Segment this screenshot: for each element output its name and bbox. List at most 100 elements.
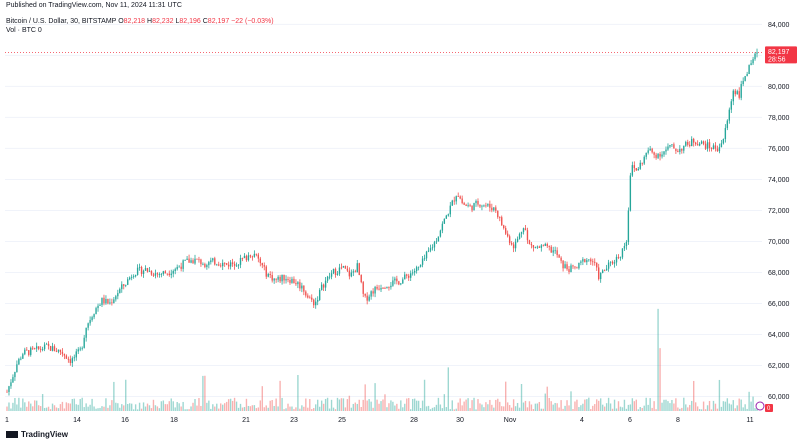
candle-body <box>410 273 412 278</box>
volume-badge <box>765 404 773 412</box>
volume-bar <box>677 407 679 411</box>
candle-body <box>481 205 483 207</box>
candle-body <box>237 264 240 266</box>
candle-body <box>663 151 665 155</box>
volume-bar <box>514 406 517 411</box>
volume-bar <box>485 402 487 411</box>
volume-bar <box>210 408 212 411</box>
candle-body <box>746 74 748 77</box>
volume-bar <box>67 403 70 411</box>
candle-body <box>471 205 473 211</box>
candle-body <box>182 260 184 269</box>
volume-bar <box>172 401 174 411</box>
candle-body <box>125 284 127 286</box>
candle-body <box>661 154 663 157</box>
price-tick-label: 60,000 <box>768 394 790 401</box>
candle-body <box>390 285 392 288</box>
candle-body <box>592 261 594 263</box>
volume-bar <box>518 407 521 411</box>
volume-bar <box>390 400 392 411</box>
volume-bar <box>275 398 277 411</box>
volume-legend: Vol · BTC 0 <box>6 27 42 34</box>
volume-bar <box>637 409 639 411</box>
volume-bar <box>694 402 697 411</box>
candle-body <box>491 207 493 211</box>
candle-body <box>639 162 641 169</box>
candle-body <box>681 148 683 151</box>
volume-bar <box>501 406 503 411</box>
candle-body <box>196 258 198 260</box>
volume-bar <box>627 404 630 411</box>
candle-body <box>136 267 139 275</box>
volume-bar <box>483 407 485 411</box>
candle-body <box>689 144 691 147</box>
candle-body <box>398 281 400 285</box>
time-tick-label: 1 <box>5 417 9 424</box>
volume-bar <box>738 398 740 411</box>
volume-bar <box>459 398 461 411</box>
candle-body <box>65 355 68 359</box>
candle-body <box>119 289 121 294</box>
volume-bar <box>499 401 501 411</box>
volume-bar <box>178 403 180 411</box>
volume-bar <box>712 400 715 411</box>
volume-bar <box>516 402 519 411</box>
high-value: 82,232 <box>152 18 174 25</box>
volume-bar <box>435 404 438 411</box>
candle-body <box>665 149 667 152</box>
candle-body <box>546 243 548 247</box>
candle-body <box>754 53 756 60</box>
candle-body <box>562 260 564 269</box>
volume-bar <box>160 401 163 411</box>
volume-bar <box>693 380 695 411</box>
candle-body <box>641 162 643 164</box>
candle-body <box>388 287 390 288</box>
candle-body <box>651 148 653 153</box>
candle-body <box>101 297 103 305</box>
volume-bar <box>202 375 204 411</box>
candle-body <box>12 377 14 383</box>
volume-bar <box>415 400 418 411</box>
volume-bar <box>59 404 62 411</box>
volume-bar <box>710 409 713 411</box>
candle-body <box>744 76 746 81</box>
volume-bar <box>348 395 351 411</box>
volume-bar <box>73 398 75 411</box>
candle-body <box>318 290 321 300</box>
volume-bar <box>20 407 22 411</box>
volume-bar <box>111 400 113 411</box>
candle-body <box>356 263 358 273</box>
candle-body <box>702 141 705 144</box>
volume-bar <box>433 407 436 411</box>
candle-body <box>97 305 99 309</box>
candle-body <box>93 314 95 318</box>
time-axis: 1 14 16 18 21 23 25 28 30 Nov 4 6 8 11 <box>5 417 754 424</box>
candle-body <box>473 203 475 211</box>
candle-body <box>138 266 141 268</box>
volume-bar <box>186 409 188 411</box>
volume-bar <box>95 408 97 411</box>
volume-bar <box>552 404 554 411</box>
candle-body <box>223 262 226 264</box>
volume-bar <box>192 402 194 411</box>
candle-body <box>483 205 485 207</box>
volume-bar <box>471 400 473 411</box>
volume-bar <box>449 409 451 411</box>
candle-body <box>16 364 18 372</box>
volume-bar <box>22 398 24 411</box>
volume-bar <box>532 409 535 411</box>
candle-body <box>687 141 689 145</box>
volume-bar <box>356 403 358 411</box>
volume-bar <box>378 403 380 411</box>
volume-bar <box>166 404 168 411</box>
volume-bar <box>24 402 26 411</box>
volume-bar <box>164 404 167 411</box>
candle-body <box>400 283 402 285</box>
volume-bar <box>184 409 186 411</box>
volume-bar <box>601 404 604 411</box>
volume-bar <box>352 403 355 411</box>
volume-bar <box>746 408 748 411</box>
candle-body <box>117 293 119 297</box>
volume-bar <box>605 403 608 411</box>
